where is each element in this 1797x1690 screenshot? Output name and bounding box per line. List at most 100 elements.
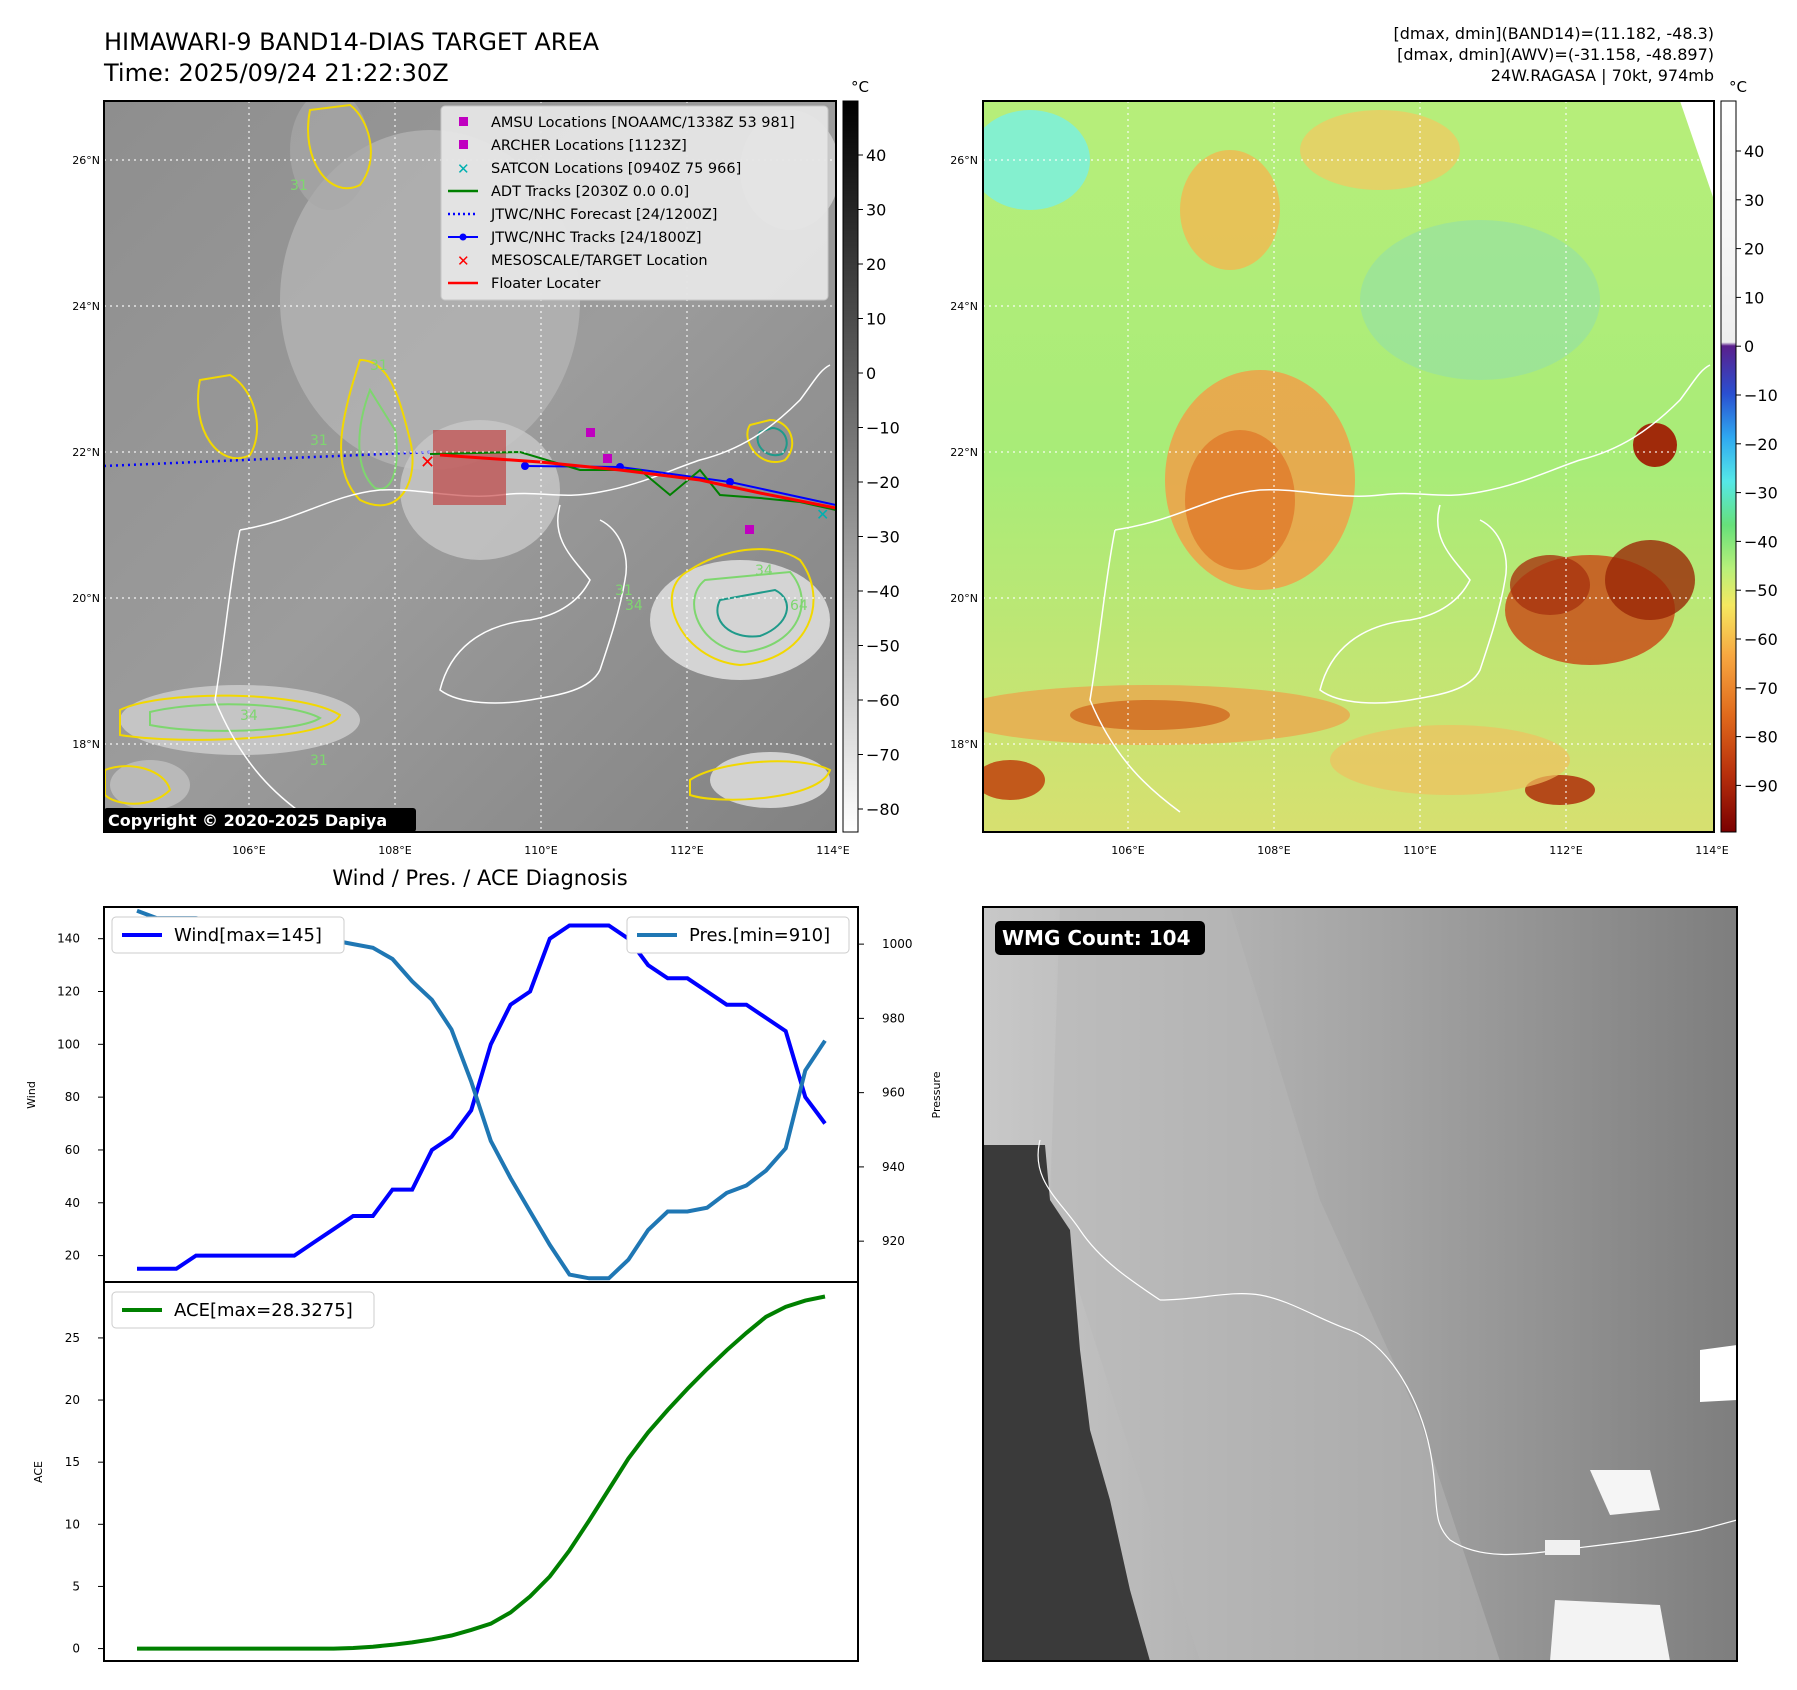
map-legend: AMSU Locations [NOAAMC/1338Z 53 981] ARCH… (440, 105, 829, 301)
colorbar-unit: °C (1729, 78, 1747, 96)
ace-series-line (137, 1294, 826, 1651)
wind-legend-label: Wind[max=145] (174, 925, 322, 946)
colorbar-tick-label: −20 (1744, 435, 1778, 454)
colorbar-tick-label: 20 (1744, 240, 1764, 259)
colorbar-tick-label: −80 (1744, 728, 1778, 747)
wind-tick-label: 60 (65, 1143, 80, 1157)
colorbar-tick-label: −60 (1744, 630, 1778, 649)
contour-label: 31 (310, 753, 328, 769)
colorbar-tick-label: 30 (866, 201, 886, 220)
band14-range-text: [dmax, dmin](BAND14)=(11.182, -48.3) (1394, 24, 1715, 43)
legend-label: MESOSCALE/TARGET Location (491, 253, 708, 269)
storm-info-text: 24W.RAGASA | 70kt, 974mb (1491, 66, 1714, 85)
colorbar-tick-label: −40 (1744, 532, 1778, 551)
wind-tick-label: 40 (65, 1196, 80, 1210)
diagnosis-title: Wind / Pres. / ACE Diagnosis (332, 866, 627, 890)
contour-label: 31 (310, 433, 328, 449)
legend-swatch (459, 140, 468, 149)
lat-label: 20°N (950, 592, 978, 605)
contour-label: 34 (625, 598, 643, 614)
lat-label: 18°N (72, 738, 100, 751)
colorbar-tick-label: −60 (866, 691, 900, 710)
ace-axis-label: ACE (32, 1461, 45, 1483)
cloud-field: ✕ ✕ 31 31 31 31 31 34 (104, 101, 836, 832)
lon-label: 110°E (1403, 844, 1436, 857)
lat-label: 26°N (950, 154, 978, 167)
pressure-tick-label: 940 (882, 1160, 905, 1174)
contour-label: 34 (755, 563, 773, 579)
copyright-text: Copyright © 2020-2025 Dapiya (108, 811, 387, 830)
lon-label: 112°E (1549, 844, 1582, 857)
pressure-axis-label: Pressure (930, 1071, 943, 1118)
ace-tick-label: 10 (65, 1517, 80, 1531)
legend-label: SATCON Locations [0940Z 75 966] (491, 161, 741, 177)
legend-item: AMSU Locations [NOAAMC/1338Z 53 981] (459, 115, 795, 131)
colorbar-tick-label: −40 (866, 582, 900, 601)
pressure-tick-label: 920 (882, 1234, 905, 1248)
wind-series-line (137, 923, 827, 1271)
colorbar-tick-label: 10 (1744, 288, 1764, 307)
legend-label: JTWC/NHC Forecast [24/1200Z] (490, 207, 717, 223)
wmg-count-text: WMG Count: 104 (1002, 926, 1191, 950)
ace-panel: 0 5 10 15 20 25 ACE ACE[max=28.3275] (32, 1281, 859, 1662)
pressure-tick-label: 960 (882, 1086, 905, 1100)
colorbar-tick-label: −30 (1744, 484, 1778, 503)
colorbar-unit: °C (851, 78, 869, 96)
legend-label: AMSU Locations [NOAAMC/1338Z 53 981] (491, 115, 795, 131)
legend-item: ADT Tracks [2030Z 0.0 0.0] (448, 184, 689, 200)
band14-colorbar: °C 40 30 20 10 0 −10 −20 −30 −40 −50 −60 −70 −80 (842, 78, 900, 833)
contour-label: 31 (370, 358, 388, 374)
legend-swatch: ✕ (457, 252, 470, 270)
ace-tick-label: 15 (65, 1455, 80, 1469)
colorbar-tick-label: 0 (866, 364, 876, 383)
lon-label: 114°E (816, 844, 849, 857)
legend-item: Floater Locater (448, 276, 600, 292)
legend-label: Floater Locater (491, 276, 600, 292)
lat-label: 22°N (950, 446, 978, 459)
wmg-count-badge (995, 921, 1205, 955)
colorbar-tick-label: −20 (866, 473, 900, 492)
colorbar-tick-label: 30 (1744, 191, 1764, 210)
awv-range-text: [dmax, dmin](AWV)=(-31.158, -48.897) (1397, 45, 1714, 64)
wind-tick-label: 100 (57, 1037, 80, 1051)
legend-label: ADT Tracks [2030Z 0.0 0.0] (491, 184, 689, 200)
wind-tick-label: 120 (57, 985, 80, 999)
contour-label: 31 (290, 178, 308, 194)
awv-field (983, 101, 1714, 832)
pressure-tick-label: 980 (882, 1011, 905, 1025)
lon-label: 108°E (378, 844, 411, 857)
wind-axis-label: Wind (25, 1081, 38, 1109)
colorbar-tick-label: −80 (866, 800, 900, 819)
svg-text:✕: ✕ (816, 505, 829, 524)
ace-legend: ACE[max=28.3275] (111, 1291, 375, 1329)
lon-label: 106°E (232, 844, 265, 857)
awv-colorbar: °C 40 30 20 10 0 −10 −20 −30 −40 −50 −60 −70 −80 −90 (1720, 78, 1778, 833)
svg-text:✕: ✕ (420, 452, 435, 473)
wind-legend: Wind[max=145] (111, 916, 345, 954)
legend-swatch: ✕ (457, 160, 470, 178)
time-subtitle: Time: 2025/09/24 21:22:30Z (103, 59, 449, 87)
legend-swatch (459, 117, 468, 126)
lat-label: 18°N (950, 738, 978, 751)
lat-label: 26°N (72, 154, 100, 167)
colorbar-tick-label: 40 (1744, 142, 1764, 161)
wmg-panel: WMG Count: 104 (982, 906, 1738, 1662)
legend-item: ARCHER Locations [1123Z] (459, 138, 687, 154)
ace-tick-label: 20 (65, 1393, 80, 1407)
wind-tick-label: 140 (57, 932, 80, 946)
lon-label: 114°E (1695, 844, 1728, 857)
colorbar-tick-label: 40 (866, 146, 886, 165)
contour-label: 64 (790, 598, 808, 614)
contour-label: 34 (240, 708, 258, 724)
colorbar-tick-label: −30 (866, 528, 900, 547)
wind-tick-label: 80 (65, 1090, 80, 1104)
lat-label: 24°N (72, 300, 100, 313)
ace-tick-label: 5 (72, 1579, 80, 1593)
colorbar-tick-label: 20 (866, 255, 886, 274)
awv-color-map: 26°N 24°N 22°N 20°N 18°N 106°E 108°E 110… (950, 100, 1729, 857)
legend-label: JTWC/NHC Tracks [24/1800Z] (490, 230, 702, 246)
contour-label: 31 (615, 583, 633, 599)
colorbar-tick-label: 0 (1744, 337, 1754, 356)
